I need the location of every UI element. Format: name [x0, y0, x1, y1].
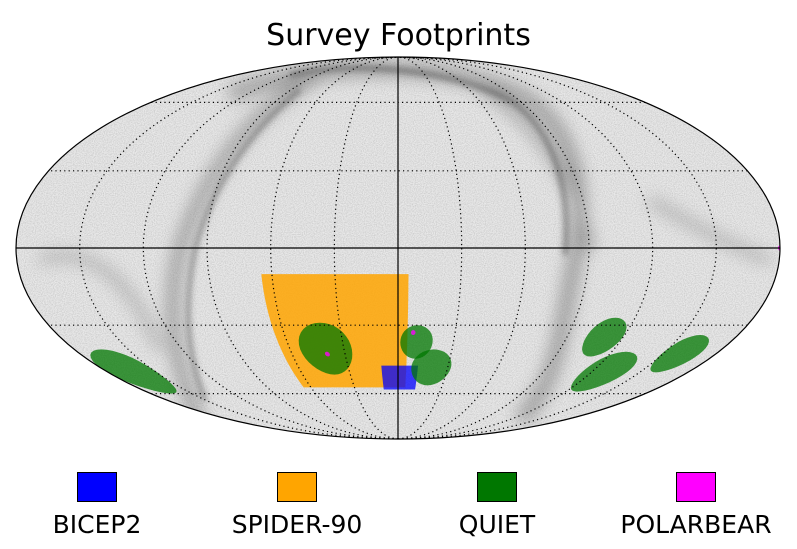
legend-label-quiet: QUIET	[458, 510, 536, 539]
mollweide-sky-map	[15, 56, 781, 440]
legend-label-bicep2: BICEP2	[52, 510, 142, 539]
meridian-line	[397, 57, 526, 439]
legend-entry-bicep2: BICEP2	[17, 472, 177, 539]
origin-axes	[16, 57, 780, 439]
legend-entry-spider-90: SPIDER-90	[217, 472, 377, 539]
footprint-quiet	[411, 349, 452, 386]
footprint-polarbear	[324, 351, 330, 357]
survey-footprints	[90, 245, 780, 394]
legend-entry-polarbear: POLARBEAR	[616, 472, 776, 539]
legend-swatch-quiet	[477, 472, 517, 502]
legend-label-spider-90: SPIDER-90	[231, 510, 363, 539]
legend-entry-quiet: QUIET	[417, 472, 577, 539]
footprint-quiet	[90, 349, 177, 394]
footprint-quiet	[570, 351, 638, 392]
footprint-polarbear	[777, 245, 780, 251]
footprint-quiet	[400, 325, 433, 359]
legend-swatch-bicep2	[77, 472, 117, 502]
footprint-polarbear	[411, 330, 416, 335]
legend-swatch-polarbear	[676, 472, 716, 502]
footprint-quiet	[298, 322, 353, 375]
chart-title: Survey Footprints	[266, 18, 531, 53]
map-boundary	[15, 56, 781, 440]
footprint-bicep2	[381, 365, 419, 390]
legend-swatch-spider-90	[277, 472, 317, 502]
footprint-quiet	[582, 317, 627, 357]
meridian-line	[270, 57, 399, 439]
legend-label-polarbear: POLARBEAR	[620, 510, 772, 539]
footprint-quiet	[650, 335, 709, 373]
